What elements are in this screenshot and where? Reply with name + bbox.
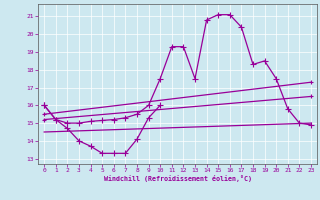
X-axis label: Windchill (Refroidissement éolien,°C): Windchill (Refroidissement éolien,°C): [104, 175, 252, 182]
